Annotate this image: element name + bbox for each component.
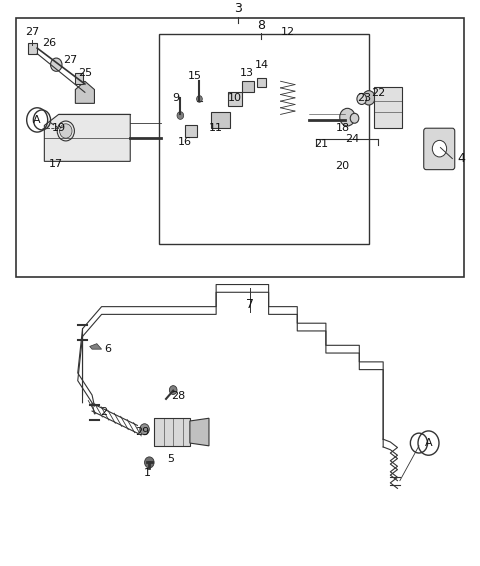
Circle shape [357,93,366,105]
Text: 27: 27 [63,55,78,65]
Text: 11: 11 [209,123,223,132]
Text: 20: 20 [336,161,349,171]
Polygon shape [228,92,242,106]
Polygon shape [75,82,95,104]
Text: 4: 4 [457,152,465,165]
Polygon shape [211,112,230,128]
Text: 10: 10 [228,93,242,104]
Text: A: A [425,438,432,448]
Text: 13: 13 [240,68,254,79]
Text: 29: 29 [135,427,149,437]
Polygon shape [154,418,190,446]
Text: 17: 17 [49,158,63,169]
Text: 9: 9 [172,93,179,104]
Text: 15: 15 [188,71,202,82]
Polygon shape [75,73,83,84]
Text: 14: 14 [254,60,268,70]
Polygon shape [257,79,266,87]
Circle shape [432,140,446,157]
Text: 7: 7 [246,298,253,311]
Circle shape [50,58,62,71]
Text: 12: 12 [281,27,295,37]
Text: 6: 6 [104,344,111,354]
Polygon shape [28,42,37,54]
Text: 2: 2 [100,407,108,417]
Text: 21: 21 [314,139,328,149]
Text: 19: 19 [52,123,66,133]
Text: 16: 16 [178,136,192,147]
Text: 8: 8 [257,19,265,32]
Circle shape [340,108,355,126]
Circle shape [363,91,375,105]
Polygon shape [190,418,209,446]
Circle shape [140,424,149,435]
FancyBboxPatch shape [424,128,455,170]
Polygon shape [90,344,102,349]
Text: 5: 5 [168,454,174,464]
Text: A: A [34,115,41,125]
Circle shape [197,96,202,102]
Polygon shape [242,82,254,92]
Circle shape [350,113,359,123]
Text: 1: 1 [144,468,150,478]
Circle shape [177,112,184,119]
Text: 3: 3 [234,2,241,15]
Text: 27: 27 [25,27,39,37]
Circle shape [60,124,72,138]
Text: 28: 28 [171,391,185,401]
Text: 25: 25 [78,68,92,79]
Circle shape [169,385,177,395]
Polygon shape [373,87,402,128]
Polygon shape [185,126,197,136]
Text: 24: 24 [345,134,359,144]
Circle shape [144,457,154,468]
Polygon shape [44,114,130,161]
Text: 18: 18 [336,123,349,132]
Text: 26: 26 [42,38,56,48]
Text: 22: 22 [371,88,385,98]
Text: 23: 23 [357,93,371,104]
